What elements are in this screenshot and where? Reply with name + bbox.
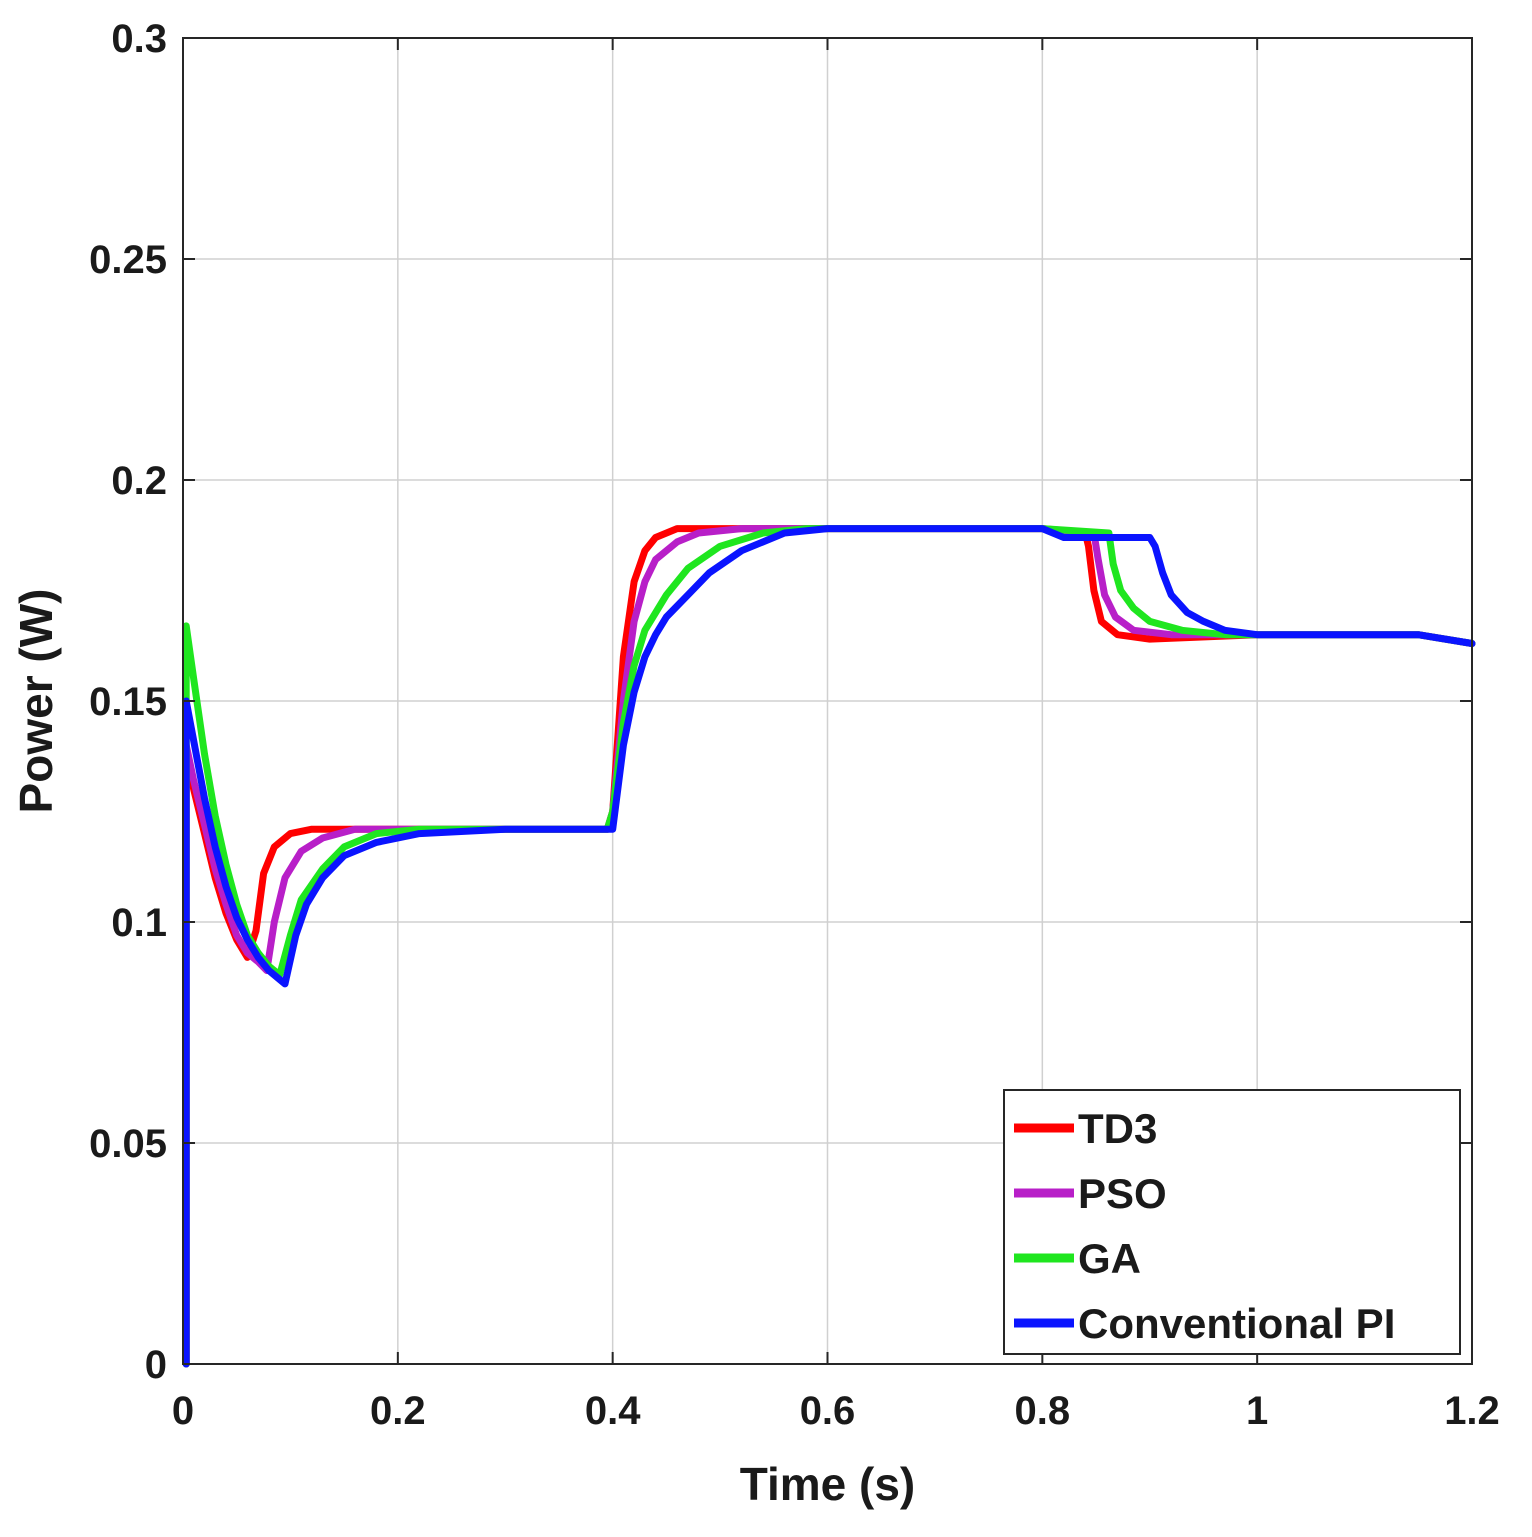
legend-label-pso: PSO [1078, 1170, 1167, 1217]
legend-label-ga: GA [1078, 1235, 1141, 1282]
x-tick-label: 0.2 [370, 1389, 426, 1433]
y-axis-title: Power (W) [10, 589, 62, 814]
legend-entries: TD3 PSO GA Conventional PI [1014, 1105, 1395, 1347]
y-tick-label: 0.1 [111, 901, 167, 945]
x-tick-label: 0.6 [800, 1389, 856, 1433]
x-tick-label: 0.8 [1015, 1389, 1071, 1433]
legend-box [1003, 1089, 1461, 1355]
y-tick-label: 0.15 [89, 680, 167, 724]
y-axis-ticks: 0 0.05 0.1 0.15 0.2 0.25 0.3 [89, 17, 1472, 1387]
x-axis-ticks: 0 0.2 0.4 0.6 0.8 1 1.2 [172, 38, 1500, 1433]
x-tick-label: 1 [1246, 1389, 1268, 1433]
y-tick-label: 0.25 [89, 238, 167, 282]
x-tick-label: 0.4 [585, 1389, 641, 1433]
y-tick-label: 0.3 [111, 17, 167, 61]
legend-label-conventional-pi: Conventional PI [1078, 1300, 1395, 1347]
x-tick-label: 0 [172, 1389, 194, 1433]
x-axis-title: Time (s) [740, 1458, 916, 1510]
y-tick-label: 0.2 [111, 459, 167, 503]
series-lines [182, 525, 1476, 1368]
y-tick-label: 0 [145, 1343, 167, 1387]
y-tick-label: 0.05 [89, 1122, 167, 1166]
legend: TD3 PSO GA Conventional PI [1003, 1089, 1461, 1355]
series-line-conventional-pi [182, 525, 1476, 1368]
legend-label-td3: TD3 [1078, 1105, 1157, 1152]
x-tick-label: 1.2 [1444, 1389, 1500, 1433]
